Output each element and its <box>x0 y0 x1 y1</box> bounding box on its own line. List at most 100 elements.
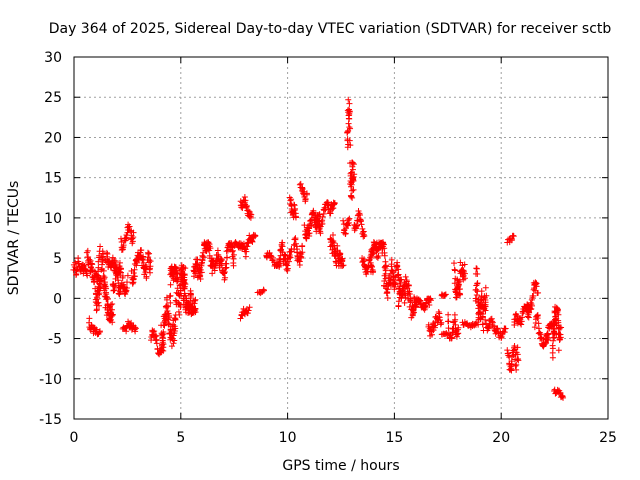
data-point <box>426 301 433 308</box>
data-point <box>230 251 237 258</box>
data-point <box>181 283 188 290</box>
data-point <box>349 166 356 173</box>
data-point <box>207 245 214 252</box>
data-point <box>550 337 557 344</box>
data-point <box>456 278 463 285</box>
data-point <box>249 238 256 245</box>
data-point <box>283 266 290 273</box>
data-point <box>302 196 309 203</box>
data-point <box>284 262 291 269</box>
data-point <box>222 274 229 281</box>
data-point <box>476 309 483 316</box>
data-point <box>404 285 411 292</box>
data-point <box>555 311 562 318</box>
data-point <box>368 263 375 270</box>
data-point <box>123 234 130 241</box>
data-point <box>346 124 353 131</box>
data-point <box>189 304 196 311</box>
data-point <box>330 205 337 212</box>
data-point <box>505 350 512 357</box>
data-point <box>98 266 105 273</box>
data-point <box>350 173 357 180</box>
data-point <box>422 300 429 307</box>
data-point <box>319 217 326 224</box>
data-point <box>348 193 355 200</box>
data-point <box>508 367 515 374</box>
data-point <box>340 217 347 224</box>
data-point <box>479 313 486 320</box>
data-point <box>483 292 490 299</box>
data-point <box>349 194 356 201</box>
data-point <box>456 285 463 292</box>
data-point <box>114 268 121 275</box>
data-point <box>150 328 157 335</box>
data-point <box>529 302 536 309</box>
data-point <box>346 215 353 222</box>
data-point <box>167 299 174 306</box>
data-point <box>117 269 124 276</box>
data-point <box>260 287 267 294</box>
y-tick-label: 15 <box>44 171 62 187</box>
data-point <box>528 305 535 312</box>
data-point <box>95 299 102 306</box>
data-point <box>75 255 82 262</box>
data-point <box>245 307 252 314</box>
data-point <box>170 340 177 347</box>
data-point <box>544 336 551 343</box>
data-point <box>422 303 429 310</box>
data-point <box>370 268 377 275</box>
data-point <box>360 229 367 236</box>
data-point <box>130 270 137 277</box>
data-point <box>299 249 306 256</box>
data-point <box>401 299 408 306</box>
x-tick-label: 25 <box>599 430 617 446</box>
data-point <box>287 254 294 261</box>
data-point <box>374 246 381 253</box>
data-point <box>297 180 304 187</box>
data-point <box>452 316 459 323</box>
data-point <box>560 394 567 401</box>
data-point <box>381 264 388 271</box>
data-point <box>551 326 558 333</box>
data-point <box>361 256 368 263</box>
data-point <box>108 306 115 313</box>
data-point <box>104 296 111 303</box>
data-point <box>348 181 355 188</box>
data-point <box>131 266 138 273</box>
data-point <box>535 320 542 327</box>
data-point <box>124 279 131 286</box>
data-point <box>330 231 336 238</box>
data-point <box>537 331 544 338</box>
data-point <box>95 291 102 298</box>
data-point <box>178 266 185 273</box>
data-point <box>513 361 520 368</box>
data-point <box>549 342 556 349</box>
grid-lines <box>74 57 608 419</box>
data-point <box>444 318 451 325</box>
data-point <box>138 247 145 254</box>
data-point <box>107 301 114 308</box>
data-point <box>329 239 336 246</box>
data-point <box>281 251 288 258</box>
data-point <box>223 248 230 255</box>
data-point <box>187 293 194 300</box>
data-point <box>347 125 354 132</box>
data-point <box>146 259 153 266</box>
data-point <box>82 266 89 273</box>
x-tick-label: 15 <box>385 430 403 446</box>
data-point <box>100 273 107 280</box>
data-point <box>252 233 259 240</box>
data-point <box>360 228 367 235</box>
data-point <box>242 253 249 260</box>
y-tick-label: -5 <box>48 332 62 348</box>
data-point <box>498 333 505 340</box>
data-point <box>291 202 298 209</box>
data-point <box>180 278 187 285</box>
data-point <box>97 243 104 250</box>
data-point <box>518 321 525 328</box>
data-point <box>287 197 294 204</box>
data-point <box>298 253 305 260</box>
data-point <box>369 251 376 258</box>
data-point <box>171 323 178 330</box>
data-point <box>482 316 489 323</box>
